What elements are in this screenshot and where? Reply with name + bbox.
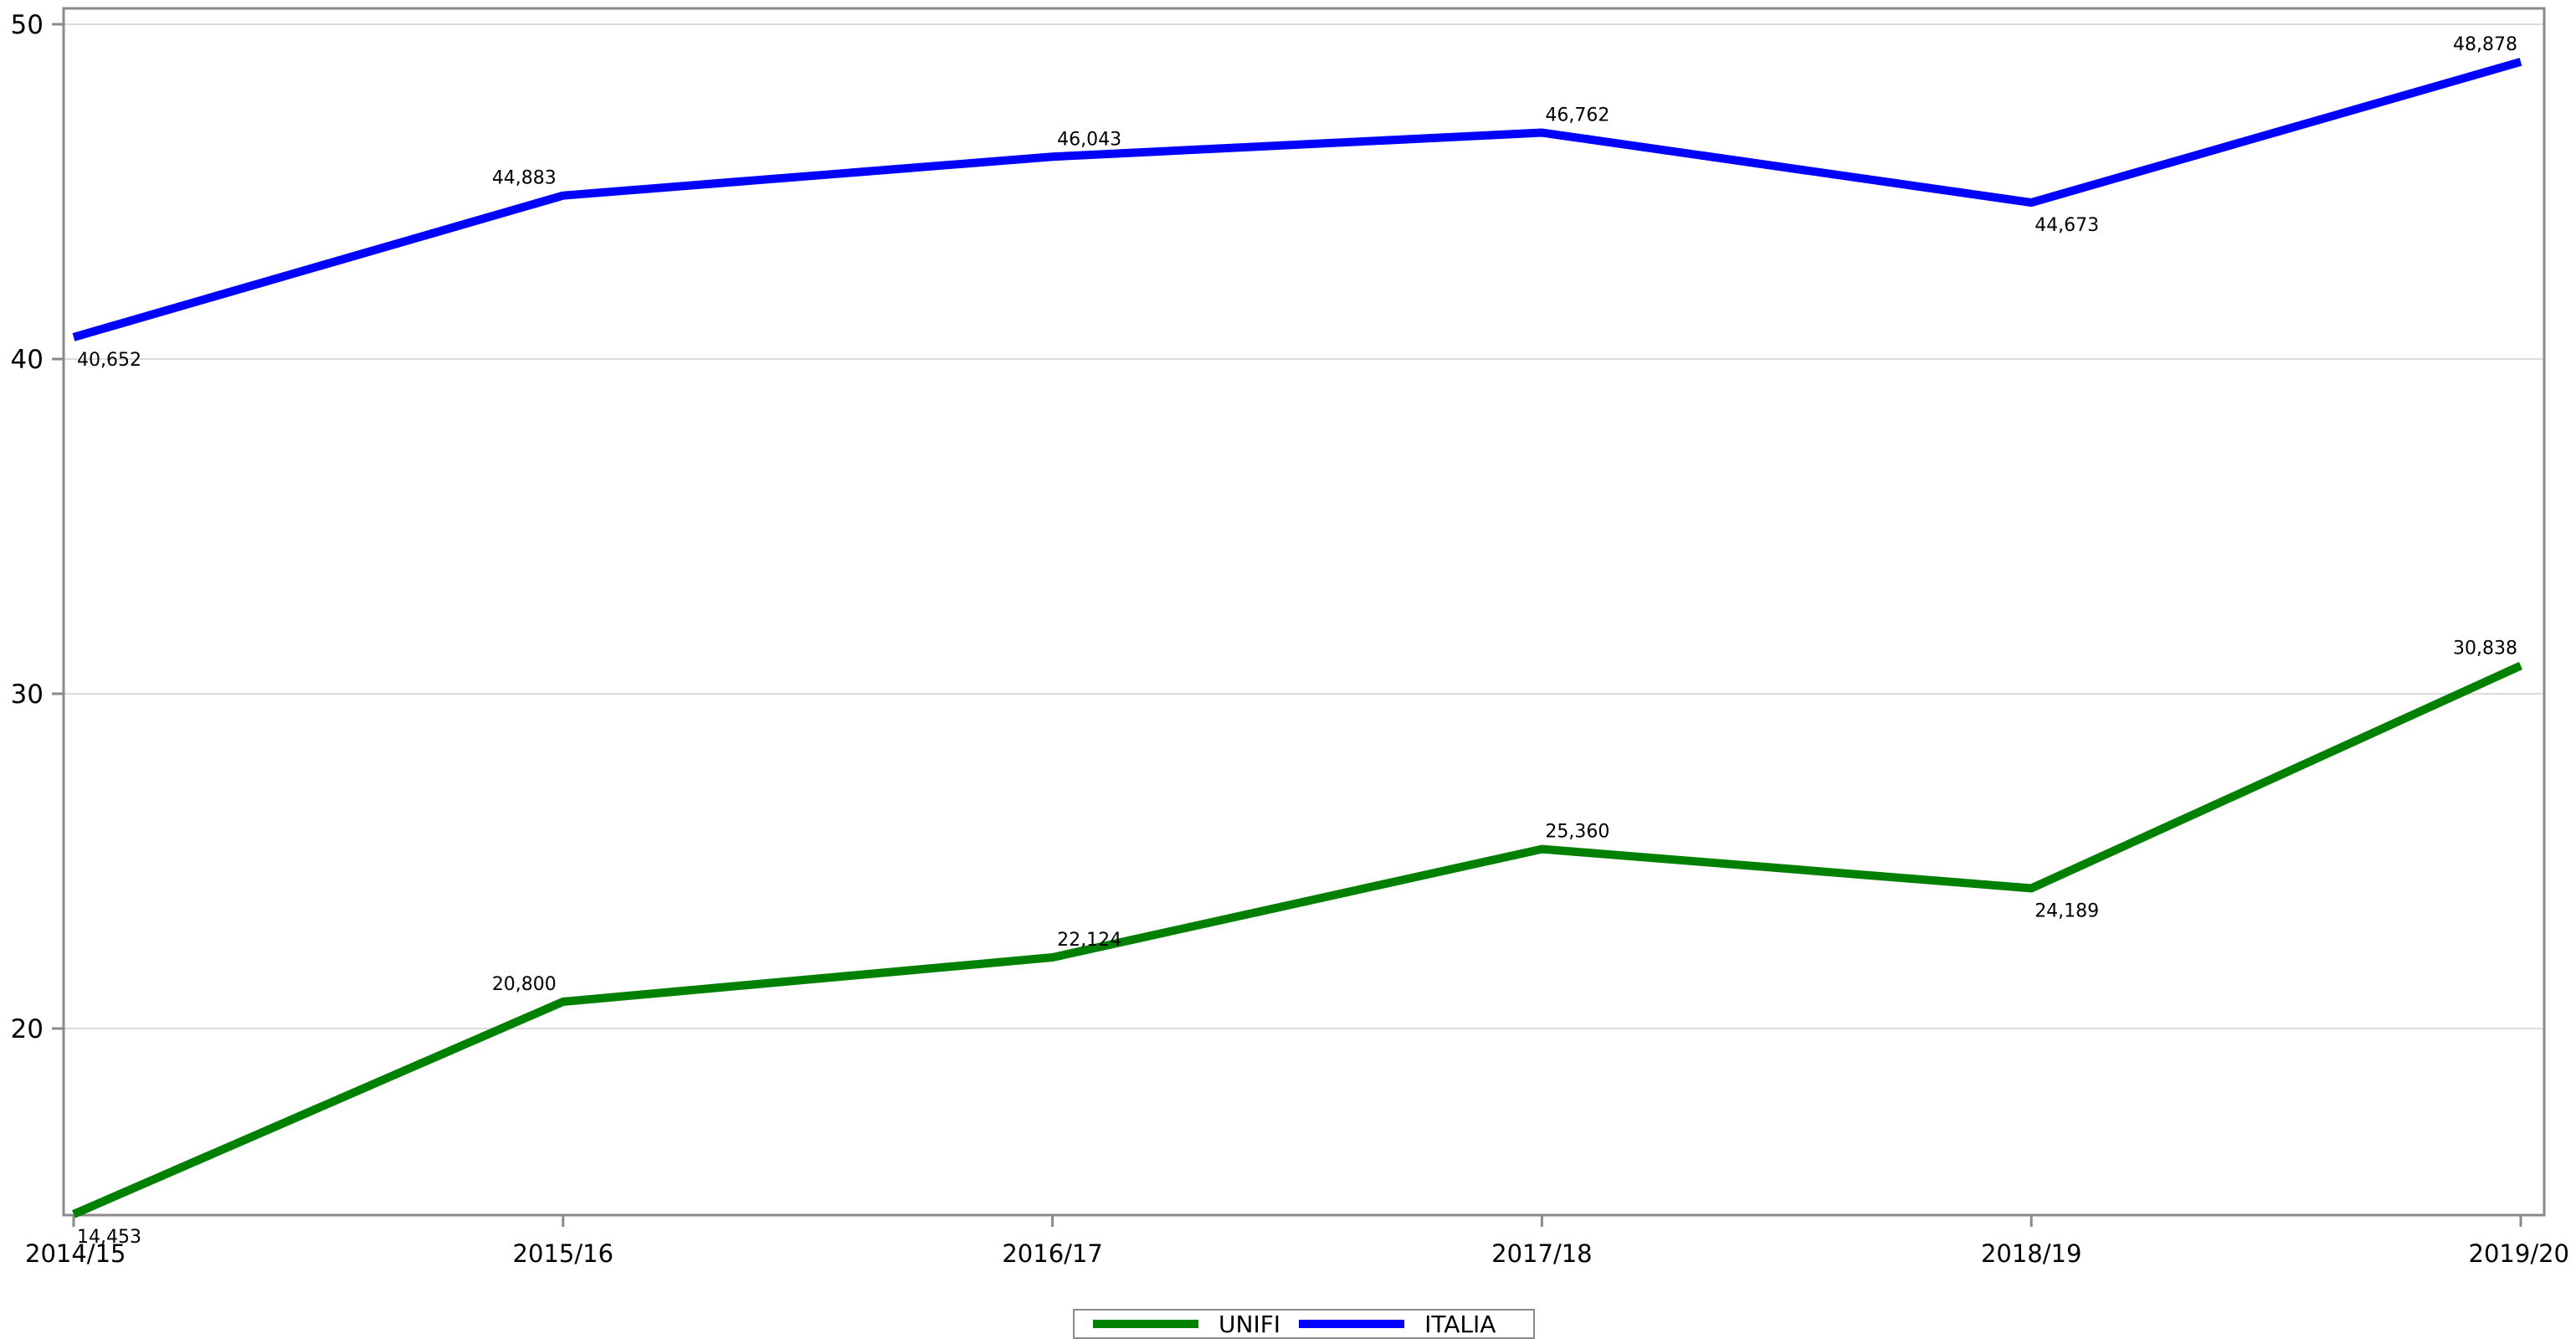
data-label-italia: 44,673 xyxy=(2035,215,2099,236)
data-point-italia xyxy=(562,195,563,196)
data-label-italia: 46,762 xyxy=(1545,105,1609,126)
data-label-italia: 48,878 xyxy=(2453,34,2517,55)
series-line-italia xyxy=(72,58,2522,341)
data-point-italia xyxy=(2521,61,2522,62)
axis-layer: 20 30 40 50 2014/15 2015/16 2016/17 2017/18 2018… xyxy=(11,7,2569,1268)
x-tick-label: 2014/15 xyxy=(25,1239,126,1268)
data-point-unifi xyxy=(562,1002,563,1003)
y-tick-label: 30 xyxy=(11,680,44,710)
data-label-italia: 40,652 xyxy=(77,350,141,371)
data-point-unifi xyxy=(2521,665,2522,666)
data-label-unifi: 14,453 xyxy=(77,1227,141,1248)
y-tick-label: 20 xyxy=(11,1014,44,1044)
x-tick-label: 2018/19 xyxy=(1981,1239,2081,1268)
x-tick-label: 2016/17 xyxy=(1002,1239,1102,1268)
y-tick-label: 50 xyxy=(11,10,44,40)
legend-label-italia: ITALIA xyxy=(1424,1310,1496,1338)
chart-legend: UNIFI ITALIA xyxy=(1073,1309,1535,1339)
grid-layer xyxy=(64,23,2544,1029)
x-tick-label: 2017/18 xyxy=(1491,1239,1592,1268)
data-label-unifi: 30,838 xyxy=(2453,638,2517,659)
data-point-unifi xyxy=(2031,888,2032,889)
legend-item-italia: ITALIA xyxy=(1280,1310,1496,1338)
data-label-unifi: 20,800 xyxy=(492,974,557,995)
data-point-italia xyxy=(1052,156,1053,157)
legend-swatch-italia xyxy=(1299,1320,1405,1328)
legend-swatch-unifi xyxy=(1093,1320,1198,1328)
data-point-unifi xyxy=(1052,957,1053,958)
data-label-unifi: 24,189 xyxy=(2035,900,2099,921)
data-label-italia: 46,043 xyxy=(1057,129,1121,150)
y-tick-label: 40 xyxy=(11,345,44,375)
data-label-italia: 44,883 xyxy=(492,168,557,189)
data-label-unifi: 25,360 xyxy=(1545,822,1609,843)
plot-frame xyxy=(62,7,2546,1217)
legend-item-unifi: UNIFI xyxy=(1075,1310,1281,1338)
data-label-unifi: 22,124 xyxy=(1057,930,1121,951)
data-label-layer: 14,453 20,800 22,124 25,360 24,189 30,838 40,6… xyxy=(77,34,2517,1248)
x-tick-label: 2015/16 xyxy=(513,1239,613,1268)
x-tick-label: 2019/20 xyxy=(2469,1239,2569,1268)
series-layer xyxy=(72,58,2523,1218)
legend-label-unifi: UNIFI xyxy=(1219,1310,1281,1338)
series-line-unifi xyxy=(72,661,2523,1218)
